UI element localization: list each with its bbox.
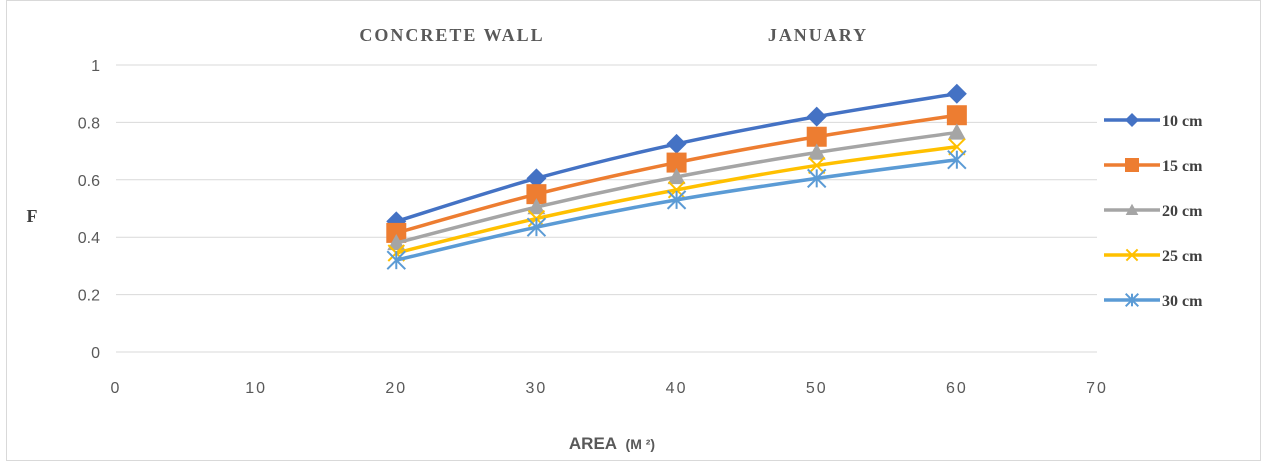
data-point (526, 184, 547, 205)
legend-item: 25 cm (1104, 248, 1203, 265)
series-30-cm (386, 150, 967, 270)
data-point (947, 123, 966, 140)
legend-item: 20 cm (1104, 203, 1203, 220)
gridlines (116, 64, 1097, 353)
data-point (666, 190, 687, 210)
x-tick-label: 60 (946, 380, 968, 397)
legend-marker (1125, 203, 1139, 216)
legend-label: 15 cm (1162, 158, 1203, 175)
data-point (806, 126, 827, 147)
data-point (527, 198, 546, 215)
legend-item: 15 cm (1104, 158, 1203, 175)
data-point (387, 233, 406, 251)
series-lines (386, 83, 967, 270)
y-tick-labels: 0 0.2 0.4 0.6 0.8 1 (78, 58, 100, 362)
y-tick-label: 1 (91, 58, 100, 75)
data-point (806, 106, 827, 127)
legend-marker (1124, 292, 1140, 308)
legend-marker (1125, 113, 1139, 127)
legend-label: 25 cm (1162, 248, 1203, 265)
x-axis-label: AREA (M ²) (569, 434, 655, 453)
y-tick-label: 0 (91, 345, 100, 362)
data-point (946, 83, 967, 104)
data-point (526, 217, 547, 237)
data-point (666, 133, 687, 154)
data-point (807, 168, 827, 189)
series-20-cm (387, 123, 966, 251)
series-15-cm (386, 105, 967, 243)
x-tick-label: 30 (526, 380, 548, 397)
data-point (947, 150, 967, 170)
x-tick-label: 10 (245, 380, 267, 397)
legend-item: 10 cm (1104, 113, 1203, 130)
legend-label: 30 cm (1162, 293, 1203, 310)
legend-label: 10 cm (1162, 113, 1203, 130)
data-point (807, 143, 826, 160)
chart-frame (6, 0, 1261, 461)
y-tick-label: 0.2 (78, 288, 100, 305)
data-point (386, 222, 407, 243)
chart-title-left: CONCRETE WALL (359, 25, 544, 45)
x-tick-label: 50 (806, 380, 828, 397)
x-axis-label-unit: (M ²) (626, 436, 656, 452)
legend-marker (1125, 158, 1139, 172)
legend-label: 20 cm (1162, 203, 1203, 220)
data-point (946, 105, 967, 126)
data-point (526, 168, 547, 189)
legend-marker (1125, 248, 1139, 262)
legend: 10 cm 15 cm 20 cm 25 cm 30 cm (1104, 113, 1203, 310)
x-axis-label-text: AREA (569, 434, 617, 453)
legend-item: 30 cm (1104, 292, 1203, 310)
x-tick-label: 40 (666, 380, 688, 397)
data-point (666, 152, 687, 173)
x-tick-label: 70 (1086, 380, 1108, 397)
data-point (808, 156, 826, 175)
y-tick-label: 0.8 (78, 115, 100, 132)
y-tick-label: 0.6 (78, 173, 100, 190)
chart-title-right: JANUARY (768, 25, 868, 45)
x-tick-labels: 0 10 20 30 40 50 60 70 (111, 380, 1108, 397)
x-tick-label: 20 (385, 380, 407, 397)
series-10-cm (386, 83, 967, 232)
x-tick-label: 0 (111, 380, 122, 397)
y-axis-label: F (27, 206, 38, 226)
y-tick-label: 0.4 (78, 230, 100, 247)
data-point (667, 167, 686, 185)
data-point (386, 250, 406, 270)
data-point (948, 138, 966, 156)
